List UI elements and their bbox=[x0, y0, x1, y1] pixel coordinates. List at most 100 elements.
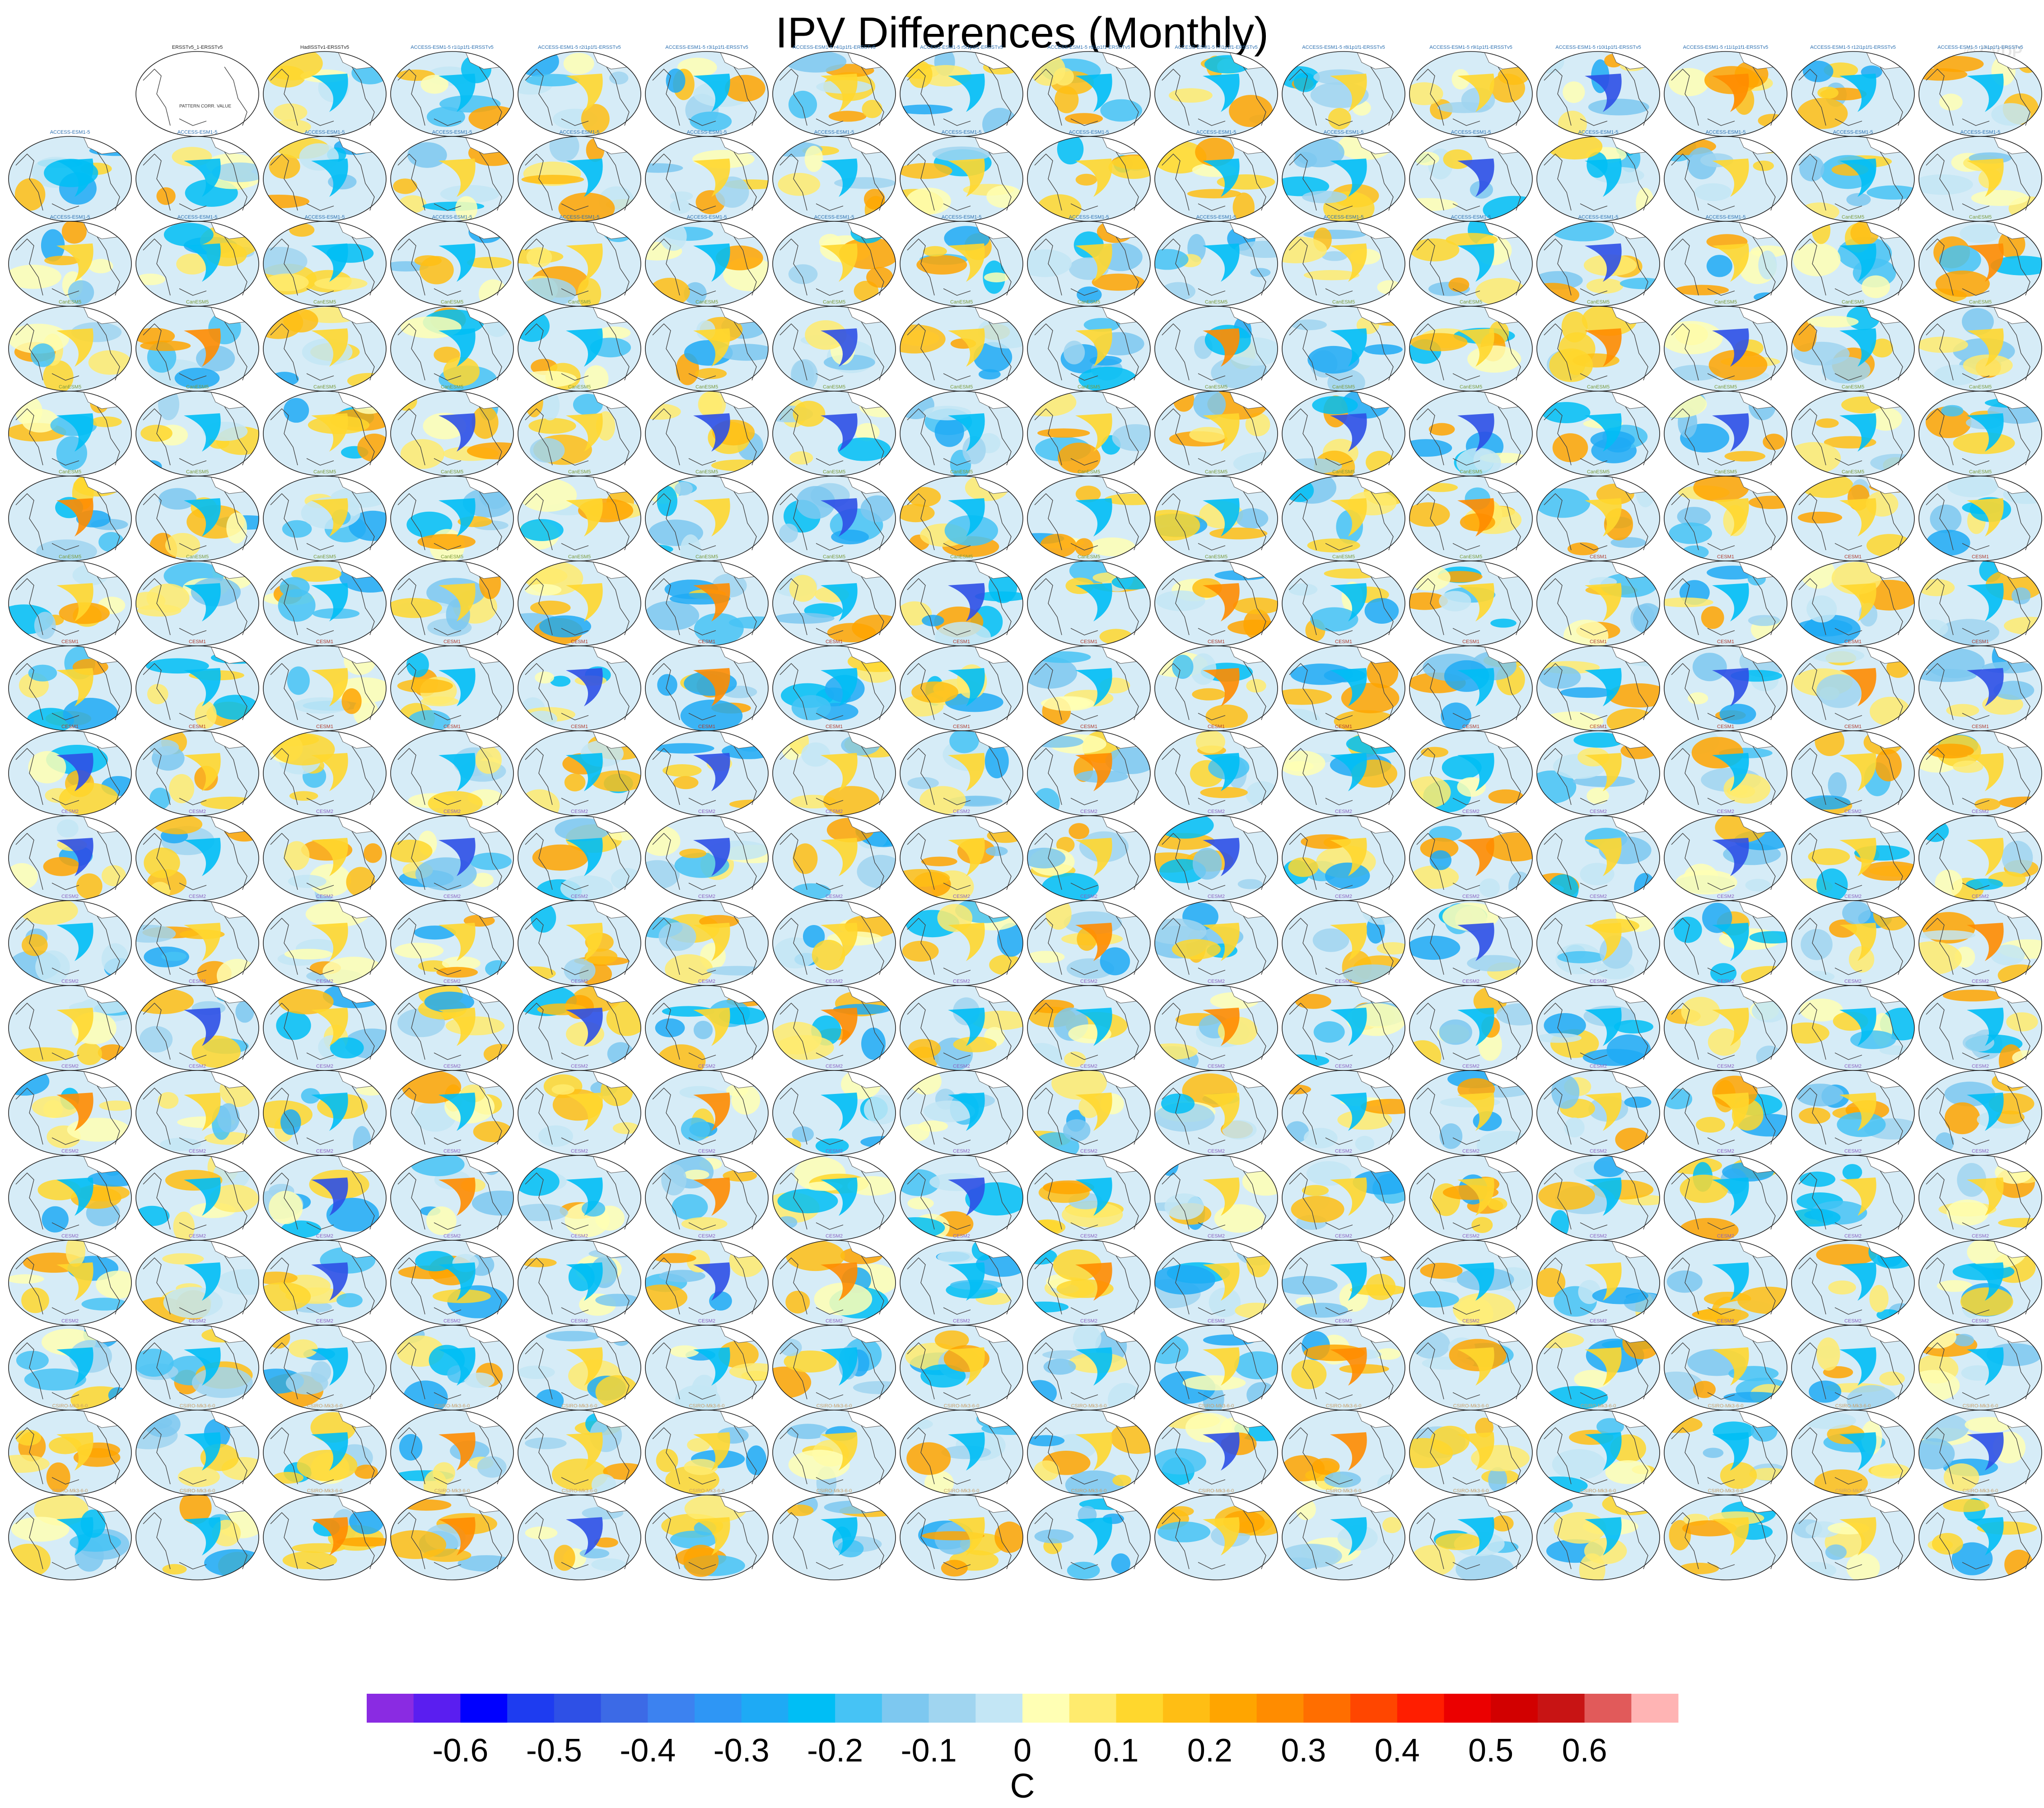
map-panel: CanESM5 bbox=[1918, 299, 2042, 392]
panel-label: CESM1 bbox=[316, 639, 333, 645]
colorbar-swatch bbox=[1631, 1694, 1679, 1723]
panel-label: CESM2 bbox=[1080, 1233, 1097, 1239]
map-panel: CESM2 bbox=[1536, 979, 1660, 1071]
map-panel: ACCESS-ESM1-5 r13i1p1f1-ERSSTv5 bbox=[1918, 45, 2042, 137]
map-panel: ACCESS-ESM1-5 bbox=[1282, 130, 1405, 222]
panel-label: CESM2 bbox=[1080, 1064, 1097, 1069]
map-panel: CESM2 bbox=[1664, 1318, 1787, 1411]
panel-label: CanESM5 bbox=[1332, 469, 1355, 475]
panel-label: CESM2 bbox=[1972, 1149, 1989, 1154]
panel-label: CESM2 bbox=[826, 1064, 843, 1069]
map-panel: CESM2 bbox=[8, 1064, 132, 1156]
map-panel: CESM2 bbox=[1918, 1064, 2042, 1156]
map-panel: CanESM5 bbox=[645, 299, 769, 392]
panel-label: CESM2 bbox=[1208, 809, 1225, 814]
map-panel: CESM1 bbox=[518, 724, 641, 816]
map-panel: CESM2 bbox=[8, 979, 132, 1071]
panel-label: CESM2 bbox=[316, 1064, 333, 1069]
panel-label: CSIRO-Mk3-6-0 bbox=[944, 1488, 980, 1494]
map-panel: CESM2 bbox=[1282, 1064, 1405, 1156]
panel-label: CanESM5 bbox=[59, 299, 81, 305]
panel-label: ACCESS-ESM1-5 bbox=[814, 130, 854, 135]
panel-label: CESM1 bbox=[1972, 639, 1989, 645]
panel-label: CESM2 bbox=[316, 979, 333, 984]
panel-label: CanESM5 bbox=[1714, 469, 1737, 475]
map-panel: CESM2 bbox=[1282, 1149, 1405, 1241]
map-panel: CSIRO-Mk3-6-0 bbox=[1154, 1488, 1278, 1580]
map-panel: CanESM5 bbox=[1536, 384, 1660, 477]
map-panel: CESM2 bbox=[390, 809, 514, 901]
map-panel: CESM2 bbox=[1154, 979, 1278, 1071]
panel-label: CSIRO-Mk3-6-0 bbox=[434, 1488, 470, 1494]
panel-label: ACCESS-ESM1-5 bbox=[177, 215, 218, 220]
panel-label: CESM2 bbox=[698, 894, 715, 899]
panel-label: CESM1 bbox=[953, 639, 970, 645]
map-panel: CESM2 bbox=[645, 1233, 769, 1326]
map-panel: CanESM5 bbox=[1282, 469, 1405, 561]
map-panel: CESM1 bbox=[263, 639, 387, 731]
map-panel: CanESM5 bbox=[772, 469, 896, 561]
map-panel: CanESM5 bbox=[1409, 384, 1533, 477]
map-panel: CSIRO-Mk3-6-0 bbox=[263, 1403, 387, 1495]
panel-label: ACCESS-ESM1-5 r2i1p1f1-ERSSTv5 bbox=[538, 45, 621, 50]
panel-label: CESM2 bbox=[953, 1318, 970, 1324]
panel-label: CSIRO-Mk3-6-0 bbox=[1071, 1403, 1107, 1409]
map-panel: ACCESS-ESM1-5 r2i1p1f1-ERSSTv5 bbox=[518, 45, 641, 137]
map-panel: CanESM5 bbox=[390, 469, 514, 561]
panel-label: CanESM5 bbox=[950, 554, 973, 560]
map-panel: CSIRO-Mk3-6-0 bbox=[1409, 1488, 1533, 1580]
panel-label: ACCESS-ESM1-5 r4i1p1f1-ERSSTv5 bbox=[793, 45, 875, 50]
map-panel: CESM2 bbox=[263, 1233, 387, 1326]
panel-label: CanESM5 bbox=[1587, 299, 1610, 305]
panel-label: CESM2 bbox=[1844, 1149, 1862, 1154]
map-panel: CESM1 bbox=[1791, 724, 1915, 816]
map-panel: CanESM5 bbox=[645, 384, 769, 477]
panel-label: CESM2 bbox=[826, 1233, 843, 1239]
panel-label: CanESM5 bbox=[1969, 384, 1992, 390]
map-panel: CESM2 bbox=[1791, 809, 1915, 901]
panel-label: CESM2 bbox=[1717, 1149, 1734, 1154]
map-panel: CESM2 bbox=[263, 1149, 387, 1241]
panel-label: CESM1 bbox=[1080, 639, 1097, 645]
map-panel: CESM1 bbox=[1664, 639, 1787, 731]
panel-label: CanESM5 bbox=[59, 384, 81, 390]
map-panel: ACCESS-ESM1-5 bbox=[518, 215, 641, 307]
panel-label: CanESM5 bbox=[568, 384, 591, 390]
panel-label: CESM1 bbox=[1335, 724, 1352, 729]
panel-label: CESM2 bbox=[571, 979, 588, 984]
map-panel: ACCESS-ESM1-5 bbox=[135, 215, 259, 307]
colorbar-swatch bbox=[929, 1694, 976, 1723]
map-panel: ACCESS-ESM1-5 r5i1p1f1-ERSSTv5 bbox=[900, 45, 1023, 137]
panel-label: CESM2 bbox=[1972, 979, 1989, 984]
panel-label: CESM2 bbox=[1590, 1318, 1607, 1324]
panel-label: CESM1 bbox=[953, 724, 970, 729]
panel-label: CESM2 bbox=[1208, 1233, 1225, 1239]
panel-label: CESM2 bbox=[826, 809, 843, 814]
map-panel: CanESM5 bbox=[1027, 299, 1151, 392]
panel-label: CanESM5 bbox=[59, 554, 81, 560]
map-panel: ACCESS-ESM1-5 bbox=[900, 130, 1023, 222]
map-panel: ACCESS-ESM1-5 bbox=[390, 130, 514, 222]
map-panel: CESM2 bbox=[263, 1064, 387, 1156]
map-panel: CanESM5 bbox=[1154, 299, 1278, 392]
map-panel: CanESM5 bbox=[1791, 299, 1915, 392]
map-panel: CESM2 bbox=[645, 809, 769, 901]
map-panel: ACCESS-ESM1-5 bbox=[1027, 215, 1151, 307]
panel-label: CESM2 bbox=[1335, 809, 1352, 814]
map-panel: CESM2 bbox=[1282, 894, 1405, 986]
map-panel: CESM2 bbox=[1664, 894, 1787, 986]
colorbar-swatch bbox=[367, 1694, 414, 1723]
panel-label: CanESM5 bbox=[313, 469, 336, 475]
map-panel: CESM2 bbox=[1791, 1318, 1915, 1411]
map-panel: CESM2 bbox=[645, 1318, 769, 1411]
map-panel: CSIRO-Mk3-6-0 bbox=[1791, 1488, 1915, 1580]
panel-label: CESM2 bbox=[1844, 1064, 1862, 1069]
map-panel: CESM2 bbox=[135, 1233, 259, 1326]
panel-label: CanESM5 bbox=[1332, 299, 1355, 305]
map-panel: CESM2 bbox=[1154, 1064, 1278, 1156]
panel-label: CESM2 bbox=[443, 1318, 461, 1324]
panel-label: CanESM5 bbox=[1078, 384, 1100, 390]
colorbar-swatch bbox=[1116, 1694, 1163, 1723]
panel-label: ACCESS-ESM1-5 bbox=[432, 215, 472, 220]
map-panel: CSIRO-Mk3-6-0 bbox=[645, 1403, 769, 1495]
